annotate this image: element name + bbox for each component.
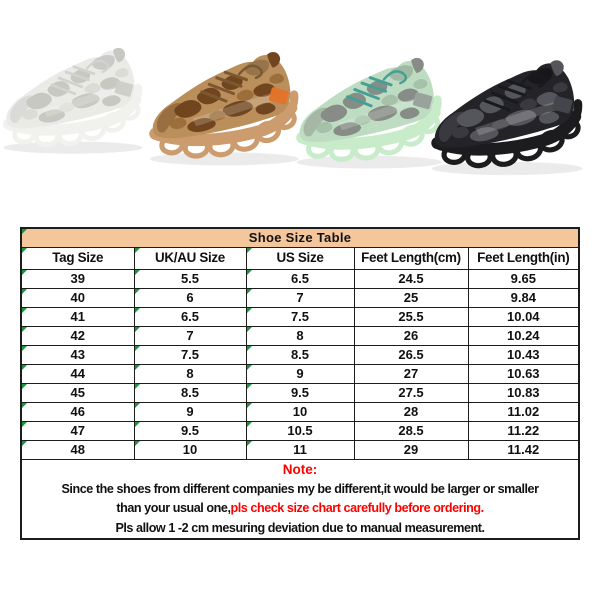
table-cell: 6.5 bbox=[133, 307, 247, 327]
table-cell: 5.5 bbox=[133, 269, 247, 289]
table-cell: 9.84 bbox=[467, 288, 580, 308]
table-cell: 26 bbox=[353, 326, 469, 346]
table-cell: 9.5 bbox=[245, 383, 355, 403]
table-cell: 25.5 bbox=[353, 307, 469, 327]
table-cell: 11.22 bbox=[467, 421, 580, 441]
table-cell: 11.02 bbox=[467, 402, 580, 422]
table-cell: 10.5 bbox=[245, 421, 355, 441]
table-cell: 46 bbox=[20, 402, 135, 422]
table-cell: 41 bbox=[20, 307, 135, 327]
product-photo-white-camo-sneaker bbox=[0, 44, 152, 159]
table-cell: 9 bbox=[245, 364, 355, 384]
table-cell: 26.5 bbox=[353, 345, 469, 365]
table-cell: 10.24 bbox=[467, 326, 580, 346]
product-photo-black-camo-sneaker bbox=[428, 56, 593, 181]
table-row: 44 8 9 27 10.63 bbox=[20, 364, 580, 384]
table-cell: 45 bbox=[20, 383, 135, 403]
table-cell: 9 bbox=[133, 402, 247, 422]
table-header-row: Tag Size UK/AU Size US Size Feet Length(… bbox=[20, 247, 580, 270]
note-line-2-black: than your usual one, bbox=[116, 501, 231, 515]
table-cell: 28.5 bbox=[353, 421, 469, 441]
table-cell: 25 bbox=[353, 288, 469, 308]
size-table: Shoe Size Table Tag Size UK/AU Size US S… bbox=[20, 227, 581, 540]
table-cell: 7 bbox=[133, 326, 247, 346]
table-cell: 10.63 bbox=[467, 364, 580, 384]
column-header-feet-length-in: Feet Length(in) bbox=[467, 247, 580, 270]
column-header-feet-length-cm: Feet Length(cm) bbox=[353, 247, 469, 270]
table-cell: 10.83 bbox=[467, 383, 580, 403]
table-cell: 44 bbox=[20, 364, 135, 384]
table-cell: 10 bbox=[245, 402, 355, 422]
table-cell: 27 bbox=[353, 364, 469, 384]
table-cell: 40 bbox=[20, 288, 135, 308]
table-row: 42 7 8 26 10.24 bbox=[20, 326, 580, 346]
table-cell: 29 bbox=[353, 440, 469, 460]
table-cell: 10.43 bbox=[467, 345, 580, 365]
note-line-3: Pls allow 1 -2 cm mesuring deviation due… bbox=[115, 520, 485, 535]
table-title-row: Shoe Size Table bbox=[20, 227, 580, 248]
table-cell: 47 bbox=[20, 421, 135, 441]
table-cell: 8 bbox=[245, 326, 355, 346]
table-cell: 28 bbox=[353, 402, 469, 422]
table-cell: 8.5 bbox=[133, 383, 247, 403]
table-cell: 9.5 bbox=[133, 421, 247, 441]
table-cell: 7.5 bbox=[245, 307, 355, 327]
table-cell: 10 bbox=[133, 440, 247, 460]
table-row: 45 8.5 9.5 27.5 10.83 bbox=[20, 383, 580, 403]
table-row: 47 9.5 10.5 28.5 11.22 bbox=[20, 421, 580, 441]
table-row: 46 9 10 28 11.02 bbox=[20, 402, 580, 422]
table-row: 40 6 7 25 9.84 bbox=[20, 288, 580, 308]
product-photo-brown-camo-sneaker bbox=[146, 48, 309, 171]
table-row: 43 7.5 8.5 26.5 10.43 bbox=[20, 345, 580, 365]
column-header-us-size: US Size bbox=[245, 247, 355, 270]
table-cell: 42 bbox=[20, 326, 135, 346]
table-cell: 43 bbox=[20, 345, 135, 365]
table-cell: 39 bbox=[20, 269, 135, 289]
table-cell: 11 bbox=[245, 440, 355, 460]
size-chart: Shoe Size Table Tag Size UK/AU Size US S… bbox=[20, 227, 581, 540]
note-line-2-red: pls check size chart carefully before or… bbox=[230, 501, 485, 515]
table-cell: 7 bbox=[245, 288, 355, 308]
note-title: Note: bbox=[282, 462, 318, 477]
table-cell: 9.65 bbox=[467, 269, 580, 289]
note-line-1: Since the shoes from different companies… bbox=[61, 481, 539, 496]
table-cell: 6.5 bbox=[245, 269, 355, 289]
table-row: 48 10 11 29 11.42 bbox=[20, 440, 580, 460]
table-cell: 24.5 bbox=[353, 269, 469, 289]
table-cell: 8 bbox=[133, 364, 247, 384]
table-row: 41 6.5 7.5 25.5 10.04 bbox=[20, 307, 580, 327]
table-title: Shoe Size Table bbox=[20, 227, 580, 248]
note-line-2: than your usual one,pls check size chart… bbox=[22, 499, 578, 519]
table-cell: 7.5 bbox=[133, 345, 247, 365]
note-row: Note: Since the shoes from different com… bbox=[20, 459, 580, 540]
table-cell: 27.5 bbox=[353, 383, 469, 403]
table-cell: 11.42 bbox=[467, 440, 580, 460]
note-box: Note: Since the shoes from different com… bbox=[20, 459, 580, 540]
table-cell: 10.04 bbox=[467, 307, 580, 327]
table-cell: 8.5 bbox=[245, 345, 355, 365]
column-header-tag-size: Tag Size bbox=[20, 247, 135, 270]
column-header-uk-au-size: UK/AU Size bbox=[133, 247, 247, 270]
table-row: 39 5.5 6.5 24.5 9.65 bbox=[20, 269, 580, 289]
table-cell: 6 bbox=[133, 288, 247, 308]
table-cell: 48 bbox=[20, 440, 135, 460]
